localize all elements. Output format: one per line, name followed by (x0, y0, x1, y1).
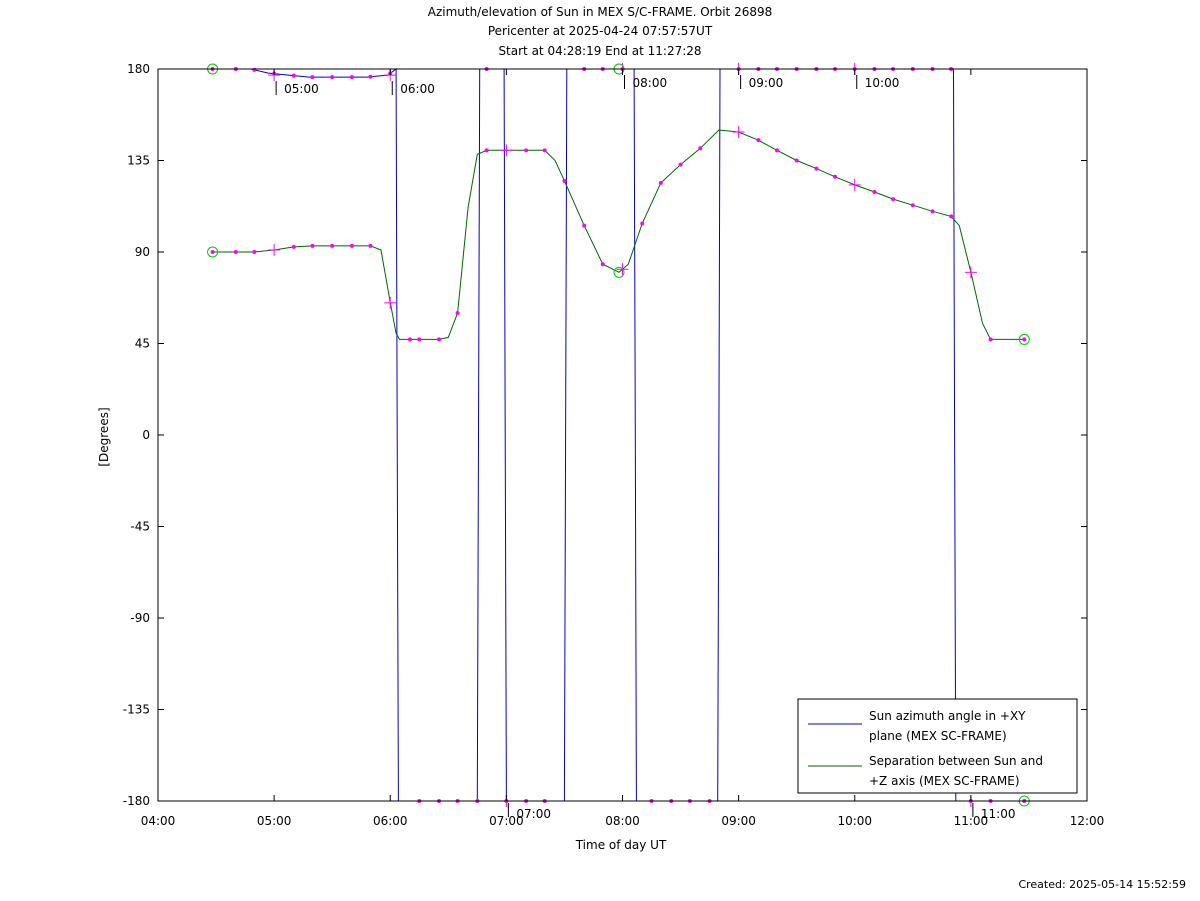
x-tick-label: 05:00 (257, 814, 292, 828)
separation-marker (891, 197, 896, 202)
y-tick-label: -45 (130, 520, 150, 534)
y-tick-label: -90 (130, 611, 150, 625)
x-tick-label: 11:00 (954, 814, 989, 828)
separation-marker (949, 214, 954, 219)
separation-marker (658, 180, 663, 185)
azimuth-marker (330, 75, 335, 80)
separation-marker (562, 178, 567, 183)
legend-azimuth-line2: plane (MEX SC-FRAME) (869, 729, 1007, 743)
hour-label: 06:00 (400, 82, 435, 96)
separation-marker (252, 250, 257, 254)
separation-marker (407, 337, 412, 342)
separation-marker (774, 148, 779, 153)
separation-series-line (212, 129, 1025, 340)
separation-marker (330, 243, 335, 248)
hour-label: 11:00 (981, 807, 1016, 821)
separation-marker (1022, 337, 1027, 342)
hour-label: 09:00 (749, 76, 784, 90)
x-tick-label: 12:00 (1070, 814, 1105, 828)
separation-marker (640, 221, 645, 226)
y-tick-label: 90 (135, 245, 150, 259)
endpoint-circle (1018, 333, 1030, 345)
separation-marker (698, 146, 703, 151)
legend: Sun azimuth angle in +XY plane (MEX SC-F… (797, 698, 1078, 794)
separation-marker (542, 148, 547, 153)
endpoint-circle (207, 246, 219, 258)
hour-label: 05:00 (284, 82, 319, 96)
x-axis-title: Time of day UT (575, 838, 667, 852)
pericenter-subtitle: Pericenter at 2025-04-24 07:57:57UT (487, 24, 713, 38)
separation-marker (582, 223, 587, 228)
legend-azimuth-line1: Sun azimuth angle in +XY (869, 709, 1026, 723)
separation-marker (988, 337, 993, 342)
separation-marker (794, 158, 799, 163)
azimuth-series-line (212, 68, 399, 802)
plot-frame (157, 68, 1088, 802)
y-tick-label: 45 (135, 337, 150, 351)
y-axis-title: [Degrees] (97, 407, 111, 466)
separation-marker (910, 203, 915, 208)
x-tick-label: 09:00 (721, 814, 756, 828)
y-tick-label: 135 (127, 154, 150, 168)
separation-marker (484, 148, 489, 153)
legend-box (797, 698, 1078, 794)
hour-label: 10:00 (865, 76, 900, 90)
azimuth-series-line (566, 68, 637, 802)
separation-marker (872, 190, 877, 195)
created-timestamp: Created: 2025-05-14 15:52:59 (1018, 878, 1186, 891)
azimuth-marker (310, 75, 315, 80)
y-tick-label: 0 (142, 428, 150, 442)
separation-marker (291, 244, 296, 249)
azimuth-marker (368, 74, 373, 79)
azimuth-series-line (636, 68, 721, 802)
separation-marker (756, 138, 761, 143)
x-tick-label: 06:00 (373, 814, 408, 828)
separation-marker (210, 250, 215, 254)
x-tick-label: 10:00 (837, 814, 872, 828)
x-tick-label: 08:00 (605, 814, 640, 828)
separation-marker (349, 243, 354, 248)
azimuth-marker (349, 75, 354, 80)
separation-marker (437, 337, 442, 342)
legend-separation-line1: Separation between Sun and (869, 754, 1043, 768)
endpoint-circle (613, 266, 625, 278)
azimuth-marker (252, 67, 257, 72)
hour-label: 08:00 (633, 76, 668, 90)
separation-marker (233, 250, 238, 254)
separation-marker (600, 262, 605, 267)
start-end-subtitle: Start at 04:28:19 End at 11:27:28 (498, 44, 702, 58)
hour-label: 07:00 (516, 807, 551, 821)
separation-marker (524, 148, 529, 153)
separation-marker (814, 166, 819, 171)
legend-separation-line2: +Z axis (MEX SC-FRAME) (869, 774, 1020, 788)
azimuth-series-line (479, 68, 507, 802)
separation-marker (310, 243, 315, 248)
separation-marker (833, 174, 838, 179)
x-tick-label: 07:00 (489, 814, 524, 828)
chart-title: Azimuth/elevation of Sun in MEX S/C-FRAM… (427, 5, 773, 19)
separation-marker (678, 162, 683, 167)
separation-marker (417, 337, 422, 342)
y-tick-label: -135 (123, 703, 150, 717)
x-tick-label: 04:00 (141, 814, 176, 828)
ticks-layer: 04:00 05:00 06:00 07:00 08:00 09:00 10:00 11:00… (123, 62, 1105, 828)
azimuth-series-line (720, 68, 957, 802)
azimuth-series-line (398, 68, 481, 802)
series-layer (212, 68, 1025, 802)
azimuth-series-line (506, 68, 568, 802)
separation-marker (368, 243, 373, 248)
y-tick-label: 180 (127, 62, 150, 76)
azimuth-marker (291, 73, 296, 78)
y-tick-label: -180 (123, 794, 150, 808)
separation-marker (930, 209, 935, 214)
separation-marker (455, 311, 460, 315)
